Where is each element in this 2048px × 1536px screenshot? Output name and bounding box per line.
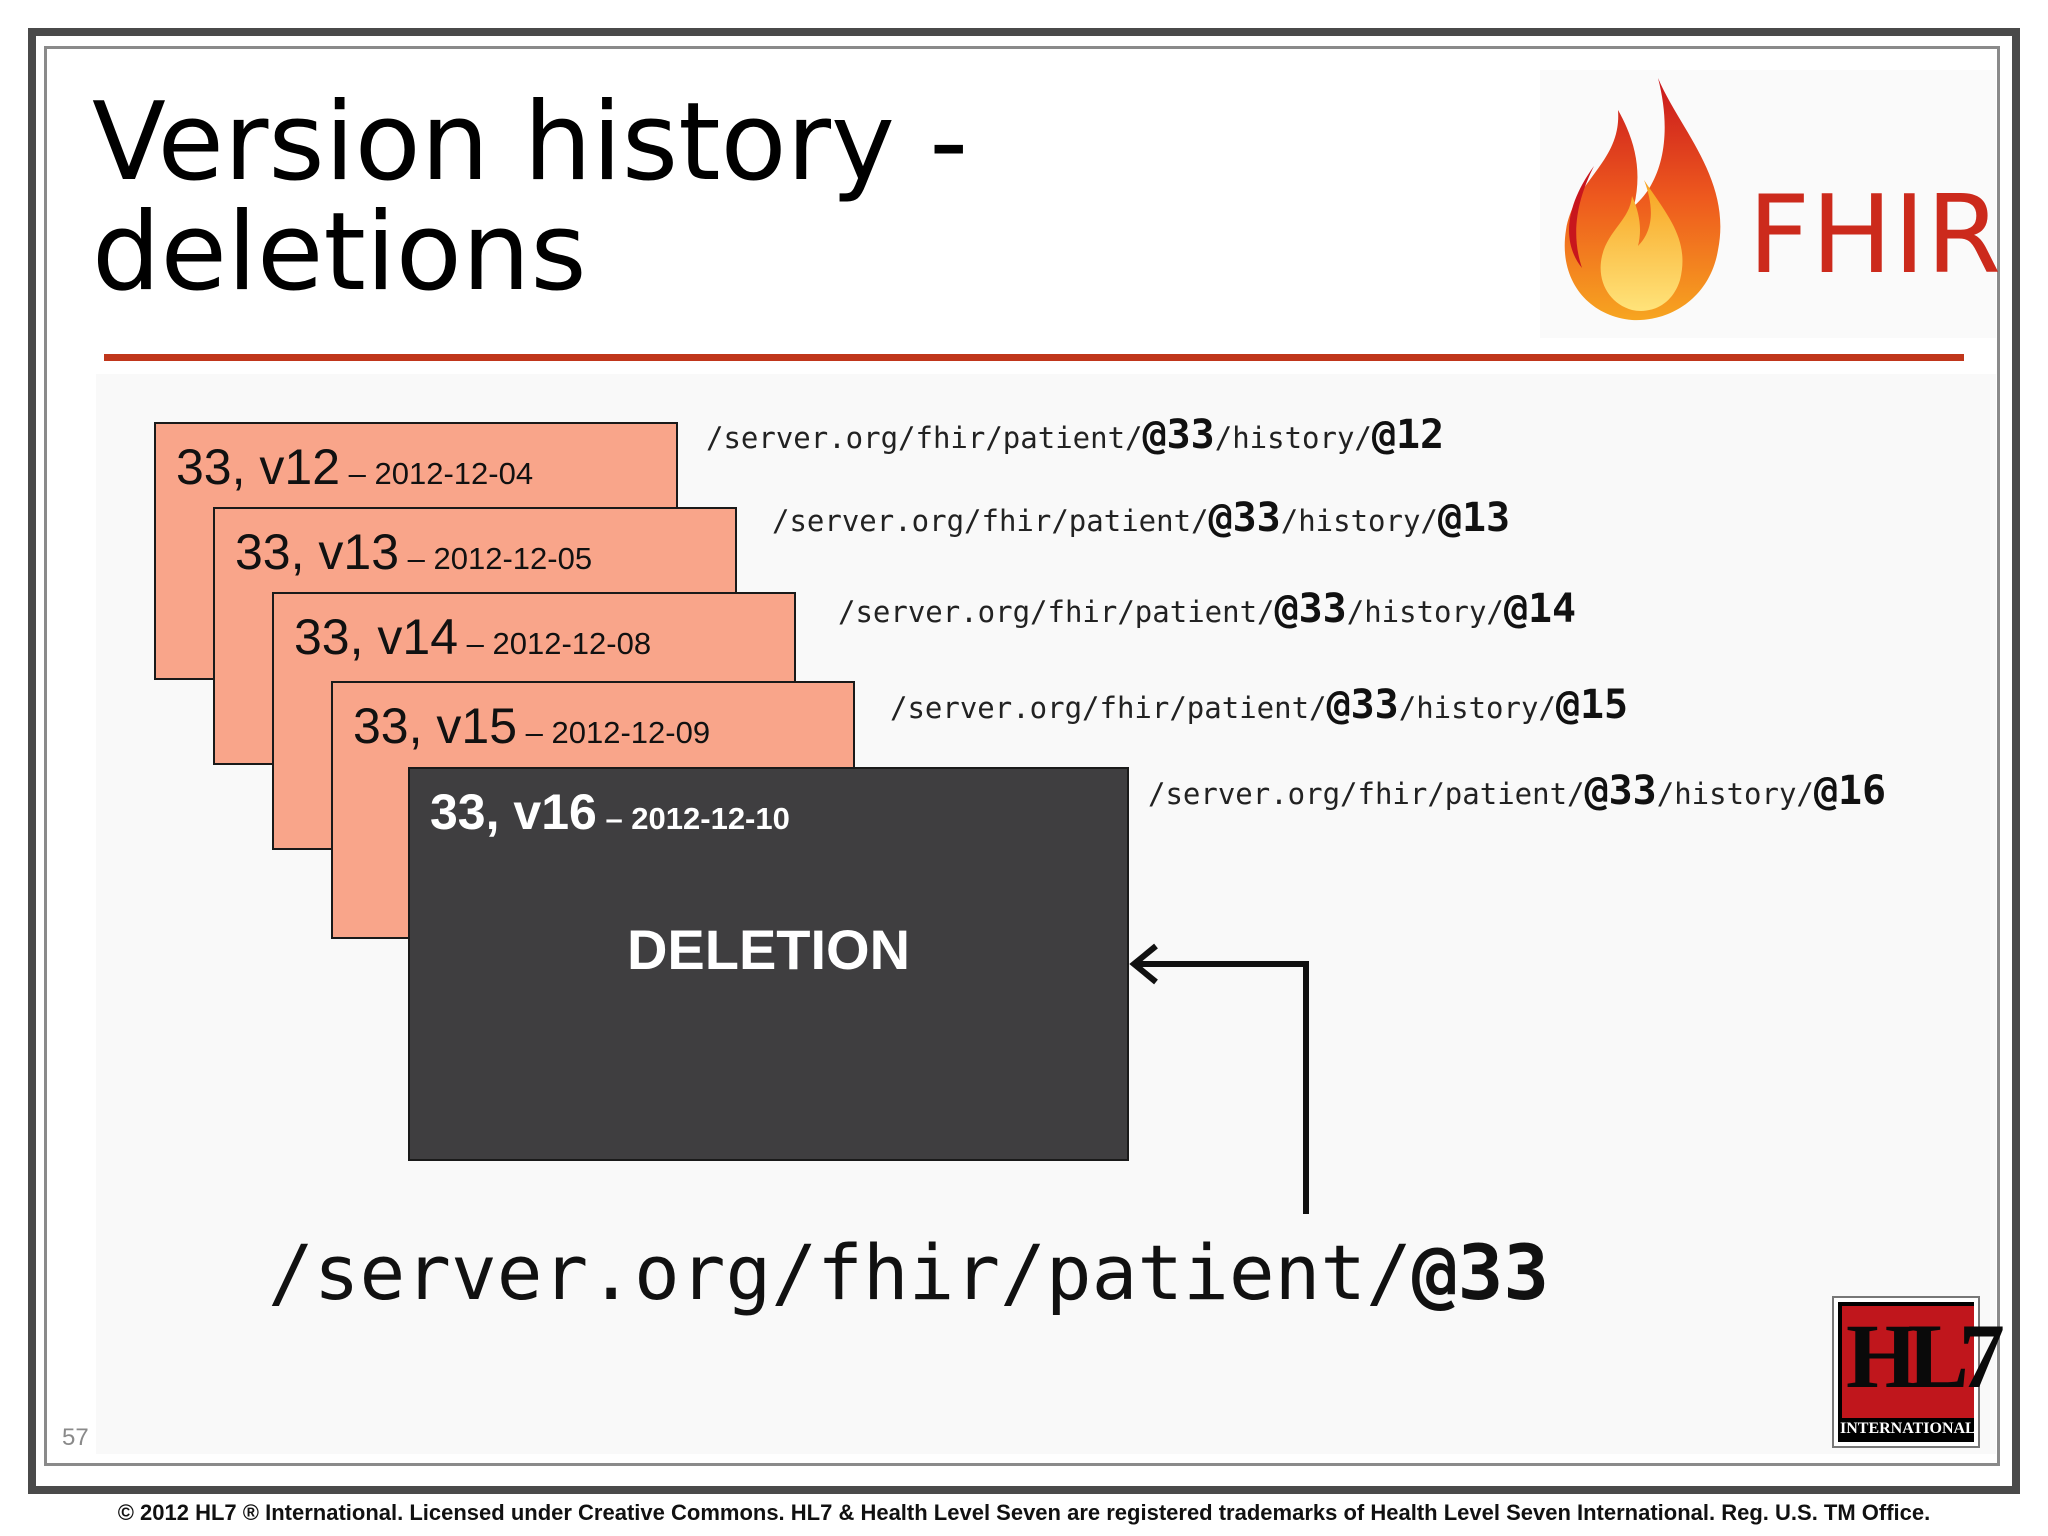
url-history: /history/ — [1346, 595, 1504, 629]
history-url-v15: /server.org/fhir/patient/@33/history/@15 — [890, 682, 1628, 728]
url-version: @14 — [1503, 586, 1577, 632]
history-url-v12: /server.org/fhir/patient/@33/history/@12 — [706, 412, 1444, 458]
version-date: – 2012-12-08 — [458, 626, 652, 661]
history-url-v14: /server.org/fhir/patient/@33/history/@14 — [838, 586, 1576, 632]
patient-url-id: @33 — [1411, 1228, 1550, 1317]
version-card-label: 33, v16 – 2012-12-10 — [430, 783, 790, 841]
version-card-label: 33, v14 – 2012-12-08 — [294, 608, 651, 666]
fhir-logo-text: FHIR — [1748, 173, 2003, 298]
version-card-label: 33, v15 – 2012-12-09 — [353, 697, 710, 755]
history-url-v13: /server.org/fhir/patient/@33/history/@13 — [772, 495, 1510, 541]
history-url-v16: /server.org/fhir/patient/@33/history/@16 — [1148, 768, 1886, 814]
url-version: @13 — [1437, 495, 1511, 541]
title-line-2: deletions — [92, 190, 587, 315]
patient-url: /server.org/fhir/patient/@33 — [268, 1228, 1549, 1317]
version-date: – 2012-12-04 — [340, 456, 534, 491]
hl7-logo-subtext: INTERNATIONAL — [1840, 1420, 1976, 1437]
version-card-label: 33, v12 – 2012-12-04 — [176, 438, 533, 496]
fhir-logo: FHIR — [1540, 70, 2001, 338]
hl7-logo-text: HL7 — [1846, 1305, 2005, 1407]
copyright-footer: © 2012 HL7 ® International. Licensed und… — [117, 1500, 1931, 1525]
deletion-label: DELETION — [626, 918, 911, 981]
url-prefix: /server.org/fhir/patient/ — [890, 691, 1327, 725]
version-label: 33, v14 — [294, 609, 459, 665]
url-id: @33 — [1326, 682, 1399, 728]
arrow-icon — [1129, 943, 1309, 1214]
version-date: – 2012-12-05 — [399, 541, 593, 576]
version-card-v16-deleted: 33, v16 – 2012-12-10 DELETION — [408, 767, 1129, 1161]
version-label: 33, v16 — [430, 784, 597, 840]
url-id: @33 — [1274, 586, 1347, 632]
slide-title: Version history - deletions — [92, 88, 968, 308]
hl7-logo-red-block — [1842, 1306, 1974, 1418]
url-history: /history/ — [1214, 421, 1372, 455]
version-card-label: 33, v13 – 2012-12-05 — [235, 523, 592, 581]
url-id: @33 — [1208, 495, 1281, 541]
url-id: @33 — [1142, 412, 1215, 458]
version-label: 33, v12 — [176, 439, 341, 495]
url-history: /history/ — [1656, 777, 1814, 811]
title-rule — [104, 354, 1964, 361]
version-date: – 2012-12-10 — [596, 801, 790, 836]
url-version: @12 — [1371, 412, 1445, 458]
version-date: – 2012-12-09 — [517, 715, 711, 750]
hl7-logo-inner: HL7 INTERNATIONAL — [1838, 1302, 2005, 1442]
version-label: 33, v15 — [353, 698, 518, 754]
patient-url-prefix: /server.org/fhir/patient/ — [268, 1228, 1412, 1317]
url-prefix: /server.org/fhir/patient/ — [772, 504, 1209, 538]
hl7-logo: HL7 INTERNATIONAL — [1832, 1296, 2005, 1448]
url-history: /history/ — [1280, 504, 1438, 538]
page-number: 57 — [62, 1424, 89, 1451]
url-prefix: /server.org/fhir/patient/ — [838, 595, 1275, 629]
fhir-flame-icon — [1564, 78, 1721, 321]
version-label: 33, v13 — [235, 524, 400, 580]
url-prefix: /server.org/fhir/patient/ — [706, 421, 1143, 455]
url-prefix: /server.org/fhir/patient/ — [1148, 777, 1585, 811]
title-line-1: Version history - — [92, 80, 969, 205]
url-version: @16 — [1813, 768, 1887, 814]
url-history: /history/ — [1398, 691, 1556, 725]
url-id: @33 — [1584, 768, 1657, 814]
url-version: @15 — [1555, 682, 1629, 728]
